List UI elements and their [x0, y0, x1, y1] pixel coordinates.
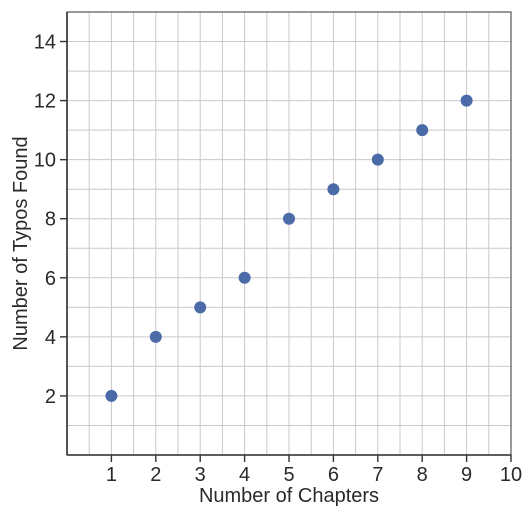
- y-tick-label: 10: [34, 150, 56, 172]
- data-point: [194, 301, 206, 313]
- x-axis-title: Number of Chapters: [199, 485, 379, 507]
- x-tick-label: 2: [150, 464, 161, 486]
- data-point: [372, 154, 384, 166]
- x-tick-label: 4: [239, 464, 250, 486]
- data-point: [416, 124, 428, 136]
- y-tick-label: 2: [45, 386, 56, 408]
- data-point: [239, 272, 251, 284]
- x-tick-label: 9: [461, 464, 472, 486]
- y-tick-label: 12: [34, 91, 56, 113]
- x-tick-label: 1: [106, 464, 117, 486]
- tick-marks: [60, 42, 511, 462]
- data-point: [150, 331, 162, 343]
- x-tick-label: 6: [328, 464, 339, 486]
- x-tick-label: 7: [372, 464, 383, 486]
- x-tick-label: 3: [195, 464, 206, 486]
- data-point: [461, 95, 473, 107]
- data-point: [105, 390, 117, 402]
- grid: [67, 12, 511, 455]
- data-point: [327, 183, 339, 195]
- y-tick-label: 14: [34, 32, 56, 54]
- y-axis-title: Number of Typos Found: [10, 136, 32, 350]
- x-tick-label: 5: [283, 464, 294, 486]
- x-tick-label: 8: [417, 464, 428, 486]
- x-tick-label: 10: [500, 464, 522, 486]
- y-tick-label: 4: [45, 327, 56, 349]
- y-tick-label: 6: [45, 268, 56, 290]
- y-tick-label: 8: [45, 209, 56, 231]
- data-point: [283, 213, 295, 225]
